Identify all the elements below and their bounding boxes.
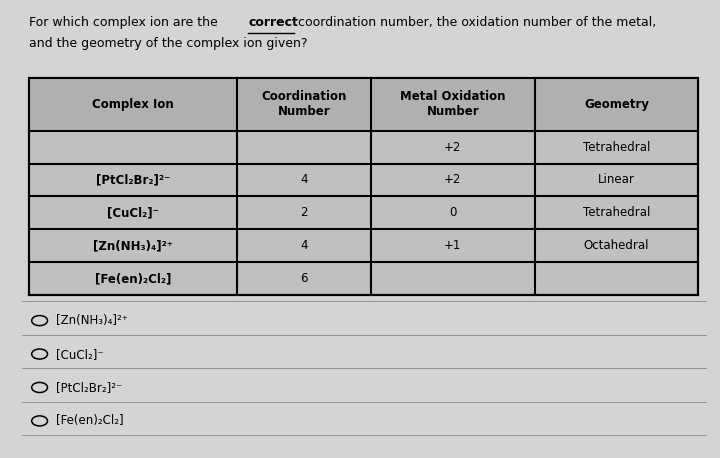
Text: 2: 2	[300, 207, 308, 219]
Text: Coordination
Number: Coordination Number	[261, 90, 347, 118]
Text: and the geometry of the complex ion given?: and the geometry of the complex ion give…	[29, 37, 307, 49]
Text: 4: 4	[300, 240, 308, 252]
Text: Tetrahedral: Tetrahedral	[583, 141, 650, 153]
Text: [Fe(en)₂Cl₂]: [Fe(en)₂Cl₂]	[56, 414, 124, 427]
Text: Linear: Linear	[598, 174, 635, 186]
Text: Tetrahedral: Tetrahedral	[583, 207, 650, 219]
Text: Octahedral: Octahedral	[584, 240, 649, 252]
Text: Metal Oxidation
Number: Metal Oxidation Number	[400, 90, 505, 118]
Text: coordination number, the oxidation number of the metal,: coordination number, the oxidation numbe…	[294, 16, 657, 29]
Text: [PtCl₂Br₂]²⁻: [PtCl₂Br₂]²⁻	[96, 174, 170, 186]
Text: correct: correct	[248, 16, 298, 29]
Text: [Zn(NH₃)₄]²⁺: [Zn(NH₃)₄]²⁺	[56, 314, 128, 327]
Text: [CuCl₂]⁻: [CuCl₂]⁻	[56, 348, 104, 360]
Text: +2: +2	[444, 141, 462, 153]
Text: +1: +1	[444, 240, 462, 252]
Text: +2: +2	[444, 174, 462, 186]
Text: 4: 4	[300, 174, 308, 186]
Text: For which complex ion are the: For which complex ion are the	[29, 16, 222, 29]
Text: Complex Ion: Complex Ion	[92, 98, 174, 111]
Text: [Fe(en)₂Cl₂]: [Fe(en)₂Cl₂]	[95, 273, 171, 285]
Text: 6: 6	[300, 273, 308, 285]
Text: [Zn(NH₃)₄]²⁺: [Zn(NH₃)₄]²⁺	[93, 240, 173, 252]
Text: 0: 0	[449, 207, 456, 219]
Bar	[29, 78, 698, 295]
Bar	[29, 78, 698, 131]
Text: Geometry: Geometry	[584, 98, 649, 111]
Text: [CuCl₂]⁻: [CuCl₂]⁻	[107, 207, 159, 219]
Text: [PtCl₂Br₂]²⁻: [PtCl₂Br₂]²⁻	[56, 381, 122, 394]
